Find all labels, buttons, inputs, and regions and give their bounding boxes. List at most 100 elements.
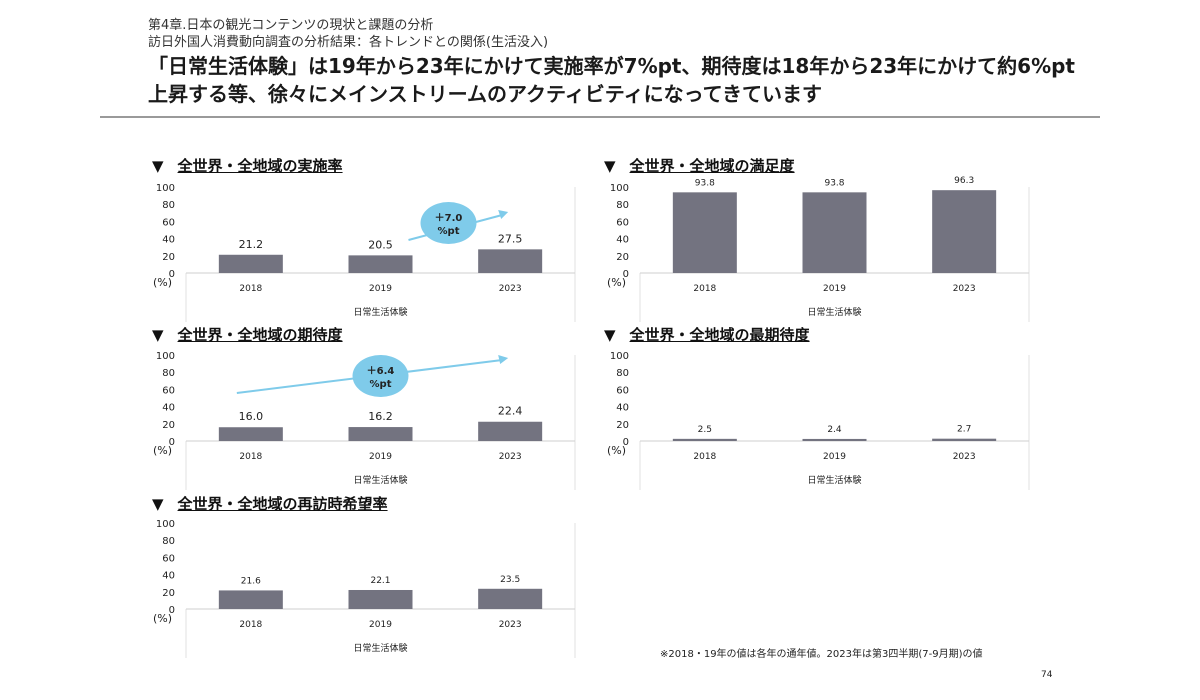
chart-title-satisfaction: ▼ 全世界・全地域の満足度	[604, 155, 795, 176]
data-label-2018: 2.5	[698, 425, 712, 435]
x-tick-label-2019: 2019	[369, 452, 392, 462]
y-unit-label: (%)	[153, 444, 172, 457]
y-tick-label: 0	[623, 269, 629, 280]
y-tick-label: 100	[156, 183, 175, 194]
y-tick-label: 100	[610, 183, 629, 194]
y-tick-label: 40	[616, 403, 629, 414]
y-tick-label: 100	[610, 351, 629, 362]
bar-2018	[218, 427, 283, 441]
y-tick-label: 20	[162, 252, 175, 263]
y-tick-label: 0	[169, 605, 175, 616]
y-tick-label: 100	[156, 351, 175, 362]
x-tick-label-2019: 2019	[823, 452, 846, 462]
change-annotation: ＋6.4 %pt	[236, 355, 509, 397]
x-tick-label-2018: 2018	[693, 284, 716, 294]
triangle-marker-icon: ▼	[152, 326, 164, 344]
chart-title-text: 全世界・全地域の最期待度	[629, 326, 810, 344]
x-tick-label-2019: 2019	[369, 620, 392, 630]
data-label-2019: 20.5	[368, 238, 393, 251]
y-unit-label: (%)	[153, 276, 172, 289]
data-label-2019: 22.1	[370, 576, 390, 586]
chart-title-expectation: ▼ 全世界・全地域の期待度	[152, 324, 343, 345]
y-tick-label: 60	[162, 385, 175, 396]
data-label-2023: 22.4	[498, 405, 522, 418]
x-axis-label: 日常生活体験	[353, 474, 407, 486]
y-tick-label: 0	[169, 269, 175, 280]
data-label-2023: 23.5	[500, 575, 520, 585]
chart-expectation: 0 20 40 60 80 100 (%) 16.0 2018 16.2 2019 22.4 2023 日…	[153, 351, 576, 490]
data-label-2018: 16.0	[239, 410, 264, 423]
x-tick-label-2018: 2018	[239, 620, 262, 630]
y-unit-label: (%)	[607, 276, 626, 289]
change-value-label: ＋7.0	[435, 212, 463, 224]
chart-title-implementation-rate: ▼ 全世界・全地域の実施率	[152, 155, 343, 176]
x-tick-label-2018: 2018	[239, 452, 262, 462]
y-tick-label: 60	[162, 553, 175, 564]
y-tick-label: 40	[162, 235, 175, 246]
x-tick-label-2018: 2018	[693, 452, 716, 462]
change-unit-label: %pt	[438, 226, 460, 237]
x-tick-label-2023: 2023	[499, 452, 522, 462]
triangle-marker-icon: ▼	[604, 157, 616, 175]
bar-2023	[932, 190, 997, 273]
x-tick-label-2023: 2023	[953, 284, 976, 294]
y-tick-label: 80	[162, 368, 175, 379]
change-bubble	[352, 355, 409, 397]
footnote: ※2018・19年の値は各年の通年値。2023年は第3四半期(7-9月期)の値	[660, 649, 983, 660]
y-tick-label: 40	[162, 571, 175, 582]
y-tick-label: 80	[616, 368, 629, 379]
bar-2018	[218, 254, 283, 273]
chart-title-text: 全世界・全地域の期待度	[177, 326, 343, 344]
chart-title-top-expectation: ▼ 全世界・全地域の最期待度	[604, 324, 810, 345]
x-axis-label: 日常生活体験	[807, 306, 861, 318]
chart-satisfaction: 0 20 40 60 80 100 (%) 93.8 2018 93.8 2019 96.3 2023 日…	[607, 176, 1030, 322]
trend-arrow-head-icon	[498, 210, 509, 219]
data-label-2023: 27.5	[498, 232, 522, 245]
bar-2019	[348, 255, 413, 273]
y-unit-label: (%)	[607, 444, 626, 457]
x-tick-label-2023: 2023	[499, 620, 522, 630]
y-tick-label: 60	[616, 217, 629, 228]
triangle-marker-icon: ▼	[152, 495, 164, 513]
header-divider	[100, 116, 1100, 118]
triangle-marker-icon: ▼	[604, 326, 616, 344]
change-value-label: ＋6.4	[367, 365, 395, 377]
bar-2018	[672, 438, 737, 441]
chart-implementation-rate: 0 20 40 60 80 100 (%) 21.2 2018 20.5 2019 27.5 2023 日…	[153, 183, 576, 322]
change-unit-label: %pt	[370, 379, 392, 390]
chart-title-revisit-wish-rate: ▼ 全世界・全地域の再訪時希望率	[152, 493, 388, 514]
section-subtitle: 訪日外国人消費動向調査の分析結果：各トレンドとの関係(生活没入)	[148, 35, 549, 50]
bar-2019	[802, 438, 867, 441]
data-label-2018: 21.2	[239, 238, 264, 251]
y-tick-label: 0	[169, 437, 175, 448]
x-tick-label-2019: 2019	[823, 284, 846, 294]
bar-2023	[478, 588, 543, 609]
y-tick-label: 20	[162, 588, 175, 599]
y-tick-label: 20	[162, 420, 175, 431]
x-axis-label: 日常生活体験	[807, 474, 861, 486]
chart-top-expectation: 0 20 40 60 80 100 (%) 2.5 2018 2.4 2019 2.7 2023 日常生活…	[607, 351, 1030, 490]
data-label-2018: 93.8	[695, 178, 715, 188]
bar-2023	[478, 249, 543, 273]
chart-revisit-wish-rate: 0 20 40 60 80 100 (%) 21.6 2018 22.1 2019 23.5 2023 日…	[153, 519, 576, 658]
bar-2023	[932, 438, 997, 441]
bar-2019	[348, 589, 413, 609]
x-tick-label-2018: 2018	[239, 284, 262, 294]
y-tick-label: 100	[156, 519, 175, 530]
chart-title-text: 全世界・全地域の実施率	[177, 157, 343, 175]
y-unit-label: (%)	[153, 612, 172, 625]
y-tick-label: 60	[616, 385, 629, 396]
x-axis-label: 日常生活体験	[353, 642, 407, 654]
change-annotation: ＋7.0 %pt	[408, 202, 509, 244]
y-tick-label: 20	[616, 420, 629, 431]
page-number: 74	[1041, 670, 1053, 680]
change-bubble	[420, 202, 477, 244]
chapter-heading: 第4章.日本の観光コンテンツの現状と課題の分析	[148, 18, 434, 33]
data-label-2018: 21.6	[241, 576, 261, 586]
y-tick-label: 80	[616, 200, 629, 211]
data-label-2023: 2.7	[957, 425, 971, 435]
y-tick-label: 0	[623, 437, 629, 448]
x-tick-label-2019: 2019	[369, 284, 392, 294]
x-tick-label-2023: 2023	[499, 284, 522, 294]
page-headline: 「日常生活体験」は19年から23年にかけて実施率が7%pt、期待度は18年から2…	[148, 54, 1075, 106]
